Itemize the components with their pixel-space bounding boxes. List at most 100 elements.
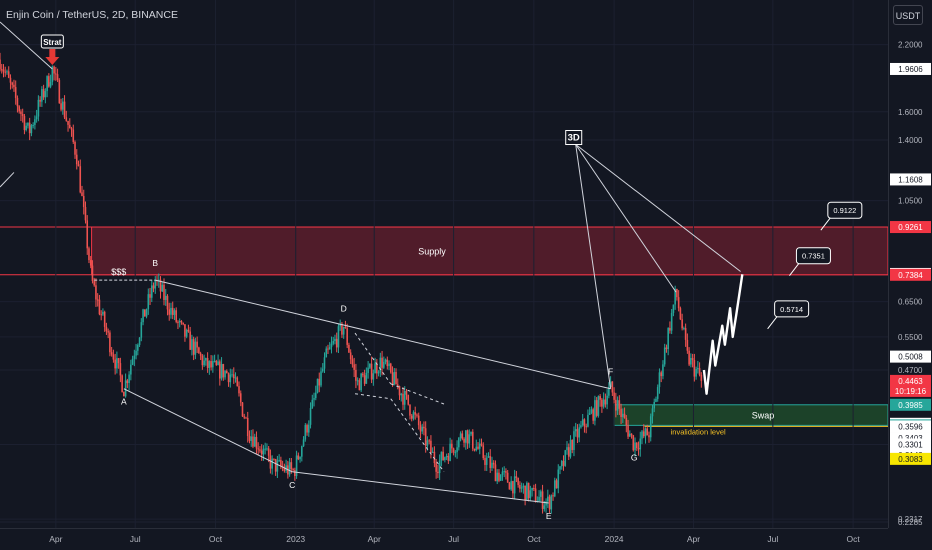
chart-title: Enjin Coin / TetherUS, 2D, BINANCE xyxy=(6,9,178,21)
callout-pointer xyxy=(789,262,800,277)
candle-body xyxy=(445,455,448,458)
candle-body xyxy=(210,361,212,368)
candle-body xyxy=(550,495,553,510)
candle-body xyxy=(360,373,362,391)
candle-body xyxy=(684,328,687,340)
candle-body xyxy=(307,424,310,433)
candle-body xyxy=(609,381,612,388)
x-tick-label: 2023 xyxy=(286,534,305,544)
candle-body xyxy=(602,399,605,407)
candle-body xyxy=(454,452,457,454)
candle-body xyxy=(225,371,228,374)
candle-body xyxy=(529,490,532,499)
candle-body xyxy=(510,481,512,490)
candle-body xyxy=(649,416,652,438)
candle-body xyxy=(442,451,444,461)
candle-body xyxy=(499,474,502,481)
candle-body xyxy=(239,393,242,403)
wave-point-label: C xyxy=(289,480,295,490)
grid-layer xyxy=(0,0,888,528)
candle-body xyxy=(187,329,190,332)
candle-body xyxy=(316,378,319,393)
candle-body xyxy=(262,448,265,455)
candle-body xyxy=(688,350,690,365)
x-tick-label: Oct xyxy=(527,534,541,544)
candle-body xyxy=(606,395,608,405)
candle-body xyxy=(547,496,549,502)
candle-body xyxy=(46,76,48,92)
candle-body xyxy=(142,309,144,323)
candle-body xyxy=(20,111,22,115)
candle-body xyxy=(405,391,408,395)
candle-body xyxy=(257,448,260,450)
candle-body xyxy=(583,419,586,427)
x-tick-label: Jul xyxy=(448,534,459,544)
candle-body xyxy=(573,431,575,450)
candle-body xyxy=(531,487,533,491)
candle-body xyxy=(53,66,55,74)
candle-body xyxy=(100,314,102,316)
candle-body xyxy=(215,360,218,366)
candle-body xyxy=(376,363,378,374)
candle-body xyxy=(552,495,554,497)
candle-body xyxy=(56,74,59,80)
time-axis[interactable] xyxy=(0,528,888,550)
candle-body xyxy=(620,408,622,417)
candle-body xyxy=(599,396,601,400)
candle-body xyxy=(363,375,366,384)
candle-body xyxy=(541,491,544,509)
y-tick-label: 2.2000 xyxy=(898,41,923,50)
candle-body xyxy=(574,429,577,432)
candle-body xyxy=(616,400,619,411)
candle-body xyxy=(150,285,153,298)
candle-body xyxy=(379,357,382,373)
candle-body xyxy=(194,341,197,355)
candle-body xyxy=(103,311,106,327)
candle-body xyxy=(105,326,108,332)
candle-body xyxy=(9,77,12,83)
price-axis[interactable] xyxy=(888,0,932,528)
candle-body xyxy=(32,124,34,126)
x-tick-label: 2024 xyxy=(605,534,624,544)
candle-body xyxy=(426,440,429,446)
candle-body xyxy=(302,439,305,447)
candle-body xyxy=(44,91,47,98)
candle-body xyxy=(88,248,90,261)
callout-pointer xyxy=(767,315,779,330)
currency-button[interactable]: USDT xyxy=(893,5,923,25)
price-tag-bg xyxy=(890,398,931,411)
zones-layer xyxy=(0,226,889,427)
candle-body xyxy=(334,338,336,342)
candle-body xyxy=(456,447,458,453)
candle-body xyxy=(191,339,193,350)
candle-body xyxy=(144,309,146,317)
price-tag-label: 0.7384 xyxy=(898,271,923,280)
candle-body xyxy=(283,467,286,471)
candle-body xyxy=(86,220,89,249)
candle-body xyxy=(662,364,664,377)
candle-body xyxy=(635,442,638,449)
trendline xyxy=(155,279,611,390)
supply-zone xyxy=(91,226,889,276)
candle-body xyxy=(693,360,696,377)
candle-body xyxy=(487,456,490,458)
candle-body xyxy=(229,374,232,383)
candles-layer xyxy=(0,52,703,514)
candle-body xyxy=(447,455,450,461)
candle-body xyxy=(164,295,167,300)
candle-body xyxy=(494,464,497,482)
x-tick-label: Oct xyxy=(209,534,223,544)
candle-body xyxy=(65,117,68,121)
candle-body xyxy=(349,352,352,360)
candle-body xyxy=(642,431,645,437)
fan-label-box xyxy=(565,130,583,146)
price-tag-bg xyxy=(890,374,931,397)
candle-body xyxy=(393,371,396,385)
swap-zone-label: Swap xyxy=(752,411,775,421)
candle-body xyxy=(683,328,685,330)
candle-body xyxy=(477,446,479,449)
candle-body xyxy=(526,482,528,501)
candle-body xyxy=(396,384,399,387)
wave-point-label: A xyxy=(121,397,127,407)
